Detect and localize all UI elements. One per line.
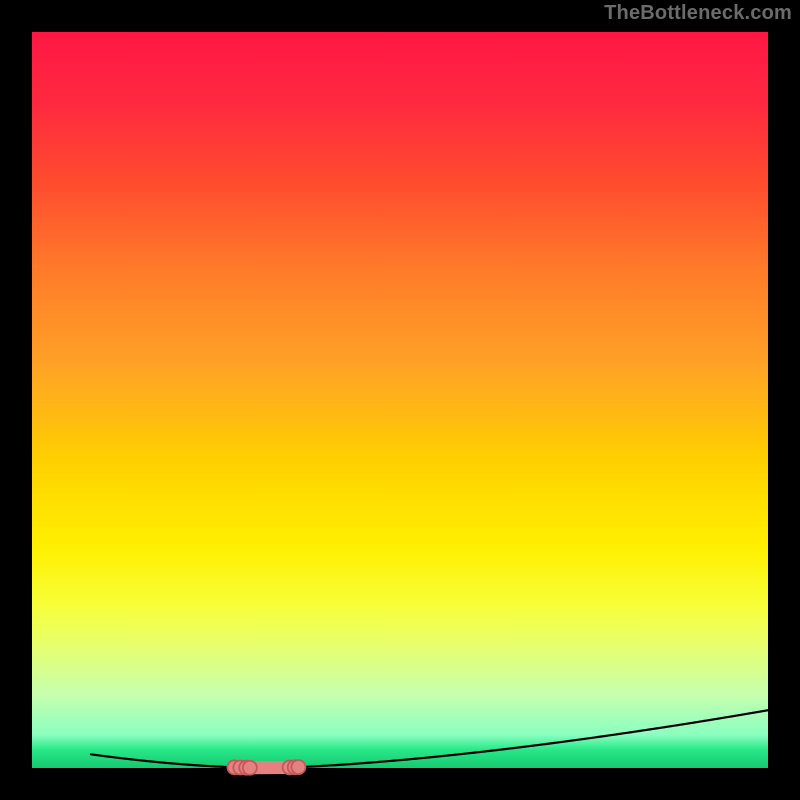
bottleneck-chart bbox=[0, 0, 800, 800]
plot-background bbox=[32, 32, 768, 768]
watermark-text: TheBottleneck.com bbox=[604, 2, 792, 25]
marker-point bbox=[291, 760, 305, 774]
marker-point bbox=[243, 761, 257, 775]
chart-container: TheBottleneck.com bbox=[0, 0, 800, 800]
